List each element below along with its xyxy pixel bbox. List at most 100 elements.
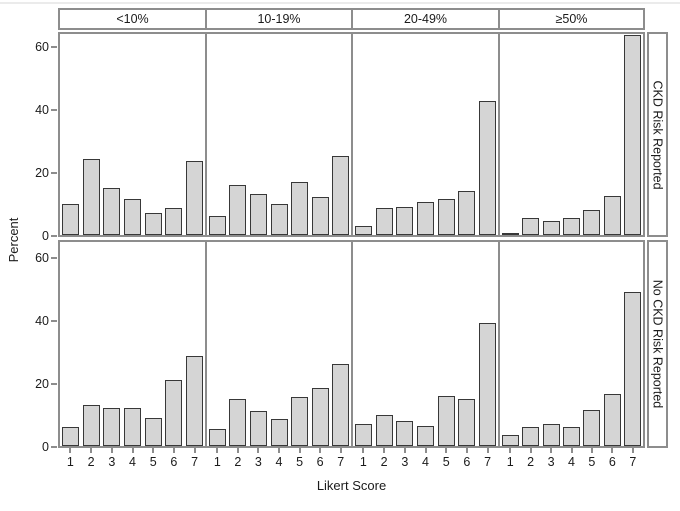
x-tick-label: 1 [359,455,367,469]
bar [270,419,288,446]
x-tick [403,448,406,453]
y-tick-label: 20 [35,376,49,391]
x-tick [69,448,72,453]
x-tick-label: 1 [213,455,221,469]
panel-2-3 [351,240,500,448]
bar [624,35,642,235]
bar [354,423,372,446]
bar [563,217,580,235]
y-tick-label: 0 [42,439,49,454]
bar [479,101,497,235]
y-tick [51,446,57,448]
bar [61,427,79,446]
x-tick [550,448,553,453]
x-tick-label: 3 [108,455,116,469]
x-tick-label: 4 [275,455,283,469]
bar [82,159,100,235]
y-tick [51,46,57,48]
bar [437,395,455,446]
x-tick-label: 3 [401,455,409,469]
column-header: 20-49% [351,8,500,30]
bar [417,425,434,446]
bar [165,208,183,235]
x-tick [611,448,614,453]
bar [82,405,100,446]
bar [458,190,476,235]
x-tick [131,448,134,453]
bar [249,411,267,446]
x-tick-label: 2 [87,455,95,469]
bar [144,417,162,446]
bar [332,156,350,235]
x-tick-label: 7 [629,455,637,469]
x-tick-label: 5 [149,455,157,469]
bar [603,195,621,235]
panel-1-2 [205,32,353,237]
bar [311,387,329,446]
x-tick-label: 7 [337,455,345,469]
x-tick [529,448,532,453]
bar [522,427,540,446]
y-tick [51,172,57,174]
x-tick-label: 6 [608,455,616,469]
y-tick-label: 0 [42,228,49,243]
x-tick-label: 4 [422,455,429,469]
bar [501,233,519,235]
x-tick [509,448,512,453]
x-tick [193,448,196,453]
panel-2-2 [205,240,353,448]
panel-1-4 [498,32,645,237]
x-tick [152,448,155,453]
bar [396,420,414,446]
bar [396,206,414,235]
bar [144,212,162,235]
bar [583,409,601,446]
x-tick-label: 3 [547,455,555,469]
panel-1-3 [351,32,500,237]
bar [583,209,601,235]
x-tick-label: 6 [463,455,471,469]
bar [186,356,204,446]
panel-2-4 [498,240,645,448]
bar [103,187,121,235]
y-tick-label: 40 [35,313,49,328]
x-tick [298,448,301,453]
y-tick-label: 60 [35,39,49,54]
bar [270,203,288,235]
x-tick [216,448,219,453]
figure-top-edge [0,2,680,4]
x-tick [465,448,468,453]
column-header: <10% [58,8,207,30]
bar [124,198,141,235]
x-tick [110,448,113,453]
bar [501,435,519,446]
bar [311,197,329,235]
row-header-label: CKD Risk Reported [650,79,665,190]
bar [375,208,393,235]
bar [354,225,372,235]
bar [417,201,434,235]
x-axis-title: Likert Score [316,478,387,493]
y-tick [51,257,57,259]
panel-1-1 [58,32,207,237]
x-tick-label: 4 [129,455,136,469]
x-tick-label: 1 [506,455,514,469]
x-tick [362,448,365,453]
y-tick [51,383,57,385]
bar [563,427,580,446]
x-tick [424,448,427,453]
bar [103,408,121,446]
bar [165,379,183,446]
x-tick-label: 4 [568,455,575,469]
bar [186,161,204,235]
bar [291,397,309,446]
x-tick-label: 2 [234,455,242,469]
x-tick-label: 6 [170,455,178,469]
x-tick [445,448,448,453]
bar [542,220,560,235]
row-header-label: No CKD Risk Reported [650,279,665,409]
column-header: 10-19% [205,8,353,30]
bar [437,198,455,235]
x-tick-label: 5 [296,455,304,469]
